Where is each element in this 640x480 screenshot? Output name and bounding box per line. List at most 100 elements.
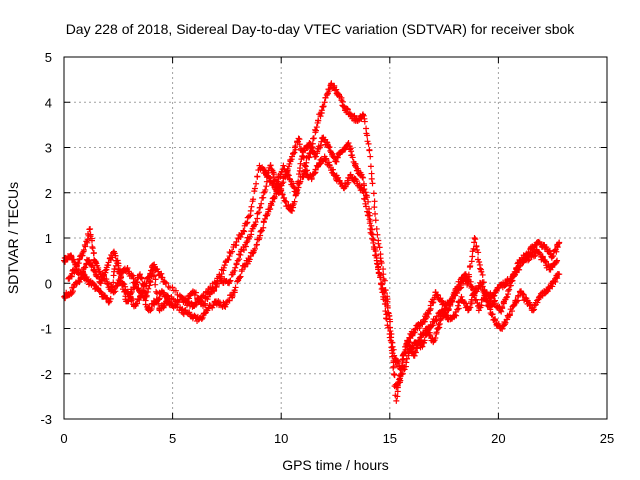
data-point-interp bbox=[364, 194, 371, 201]
data-point-interp bbox=[133, 281, 140, 288]
data-point-interp bbox=[507, 276, 514, 283]
data-point-interp bbox=[124, 264, 131, 271]
data-point-interp bbox=[250, 196, 257, 203]
y-tick-labels: -3 -2 -1 0 1 2 3 4 5 bbox=[40, 50, 52, 427]
data-point-interp bbox=[377, 274, 384, 281]
x-tick-label: 0 bbox=[60, 431, 67, 446]
y-tick-label: 3 bbox=[45, 141, 52, 156]
data-point-interp bbox=[515, 292, 522, 299]
data-point bbox=[295, 135, 302, 142]
data-point bbox=[391, 352, 398, 359]
data-point-interp bbox=[270, 171, 277, 178]
data-point-interp bbox=[366, 147, 373, 154]
data-point-interp bbox=[176, 292, 183, 299]
data-point-interp bbox=[361, 186, 368, 193]
data-point-interp bbox=[311, 170, 318, 177]
data-point bbox=[87, 225, 94, 232]
data-point-interp bbox=[430, 338, 437, 345]
data-point-interp bbox=[232, 284, 239, 291]
data-point-interp bbox=[267, 162, 274, 169]
data-point-interp bbox=[257, 204, 264, 211]
data-point-interp bbox=[368, 226, 375, 233]
data-point-interp bbox=[226, 297, 233, 304]
data-point-interp bbox=[82, 243, 89, 250]
data-point-interp bbox=[467, 263, 474, 270]
data-point bbox=[458, 293, 465, 300]
data-point-interp bbox=[414, 345, 421, 352]
data-point-interp bbox=[506, 311, 513, 318]
data-point-interp bbox=[344, 106, 351, 113]
x-tick-labels: 0 5 10 15 20 25 bbox=[60, 431, 614, 446]
data-point-interp bbox=[109, 284, 116, 291]
data-point-interp bbox=[251, 222, 258, 229]
data-point-interp bbox=[202, 300, 209, 307]
data-point bbox=[556, 239, 563, 246]
data-point-interp bbox=[152, 276, 159, 283]
data-point-interp bbox=[334, 154, 341, 161]
data-point-interp bbox=[107, 295, 114, 302]
y-tick-label: 0 bbox=[45, 276, 52, 291]
data-point-interp bbox=[270, 194, 277, 201]
data-point bbox=[556, 271, 563, 278]
x-tick-label: 25 bbox=[600, 431, 614, 446]
data-point-interp bbox=[375, 240, 382, 247]
data-point-interp bbox=[390, 346, 397, 353]
data-point-interp bbox=[479, 271, 486, 278]
data-point-interp bbox=[254, 210, 261, 217]
data-point-interp bbox=[368, 222, 375, 229]
data-point bbox=[554, 257, 561, 264]
plot-frame bbox=[63, 56, 608, 420]
y-axis-title: SDTVAR / TECUs bbox=[5, 182, 21, 294]
data-point-interp bbox=[383, 315, 390, 322]
data-point bbox=[504, 293, 511, 300]
y-tick-label: -3 bbox=[40, 412, 52, 427]
data-point bbox=[365, 198, 372, 205]
data-point-interp bbox=[110, 279, 117, 286]
data-point-interp bbox=[349, 154, 356, 161]
data-point-interp bbox=[90, 249, 97, 256]
data-point-interp bbox=[527, 301, 534, 308]
data-point-interp bbox=[305, 153, 312, 160]
data-point-interp bbox=[241, 228, 248, 235]
data-point-interp bbox=[242, 263, 249, 270]
data-point bbox=[378, 280, 385, 287]
data-point-interp bbox=[210, 302, 217, 309]
data-point bbox=[384, 302, 391, 309]
data-point-interp bbox=[369, 235, 376, 242]
data-point-interp bbox=[534, 299, 541, 306]
data-point-interp bbox=[475, 249, 482, 256]
data-point-interp bbox=[189, 288, 196, 295]
data-point-interp bbox=[437, 295, 444, 302]
data-point-interp bbox=[505, 287, 512, 294]
data-point-interp bbox=[138, 275, 145, 282]
data-point-interp bbox=[544, 288, 551, 295]
data-point-interp bbox=[199, 314, 206, 321]
data-point-interp bbox=[160, 289, 167, 296]
data-point-interp bbox=[333, 158, 340, 165]
data-point bbox=[239, 266, 246, 273]
data-point-interp bbox=[516, 266, 523, 273]
data-point bbox=[373, 225, 380, 232]
data-point-interp bbox=[371, 204, 378, 211]
data-point bbox=[347, 171, 354, 178]
data-point-interp bbox=[243, 220, 250, 227]
data-point-interp bbox=[246, 256, 253, 263]
data-point bbox=[478, 280, 485, 287]
data-point-interp bbox=[233, 260, 240, 267]
data-point-interp bbox=[542, 258, 549, 265]
data-point-interp bbox=[231, 287, 238, 294]
data-point bbox=[97, 280, 104, 287]
data-point-interp bbox=[226, 278, 233, 285]
data-point bbox=[530, 307, 537, 314]
data-point-interp bbox=[114, 257, 121, 264]
data-point-interp bbox=[376, 244, 383, 251]
data-point-interp bbox=[387, 318, 394, 325]
data-point-interp bbox=[399, 357, 406, 364]
x-tick-label: 10 bbox=[274, 431, 288, 446]
data-point-interp bbox=[136, 297, 143, 304]
data-point-interp bbox=[236, 274, 243, 281]
data-point-interp bbox=[520, 291, 527, 298]
data-point-interp bbox=[88, 237, 95, 244]
data-point-interp bbox=[159, 274, 166, 281]
data-point-interp bbox=[366, 212, 373, 219]
